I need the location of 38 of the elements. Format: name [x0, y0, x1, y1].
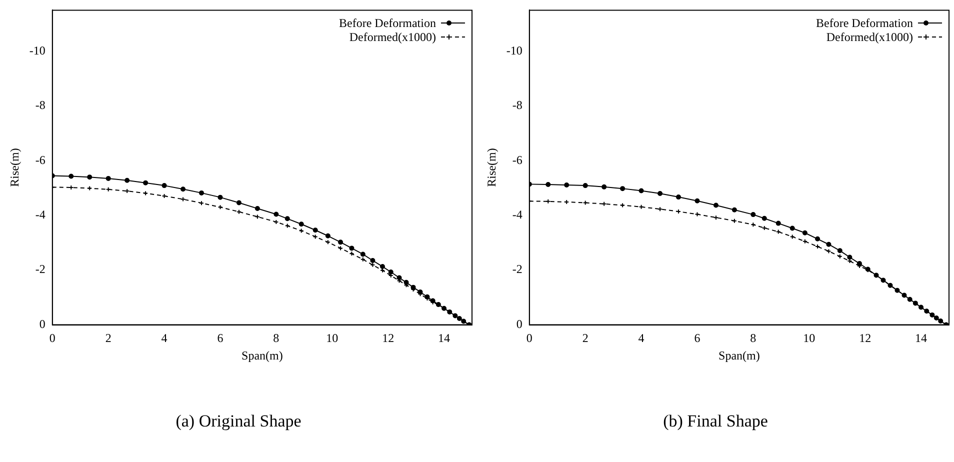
- y-tick-label: -6: [35, 152, 46, 167]
- x-axis-title: Span(m): [718, 348, 760, 363]
- x-tick-label: 12: [382, 331, 394, 346]
- y-tick-label: -4: [35, 208, 46, 222]
- x-axis-title: Span(m): [242, 348, 283, 363]
- x-tick-label: 6: [694, 331, 700, 346]
- x-tick-label: 12: [859, 331, 872, 346]
- y-tick-label: -2: [512, 262, 522, 276]
- y-tick-label: -4: [512, 208, 522, 222]
- text: (a) Original Shape: [176, 411, 302, 430]
- y-axis-title: Rise(m): [484, 148, 498, 187]
- y-tick-label: -6: [512, 152, 522, 167]
- x-tick-label: 0: [49, 331, 56, 346]
- y-tick-label: -8: [35, 98, 46, 112]
- legend-label: Deformed(x1000): [826, 30, 913, 44]
- y-tick-label: -2: [35, 262, 46, 276]
- legend-label: Before Deformation: [816, 16, 913, 30]
- x-tick-label: 6: [217, 331, 224, 346]
- x-tick-label: 10: [326, 331, 338, 346]
- legend-label: Before Deformation: [339, 16, 436, 30]
- legend-label: Deformed(x1000): [349, 30, 436, 44]
- x-tick-label: 14: [915, 331, 928, 346]
- x-tick-label: 4: [638, 331, 644, 346]
- x-tick-label: 4: [161, 331, 168, 346]
- x-tick-label: 14: [438, 331, 450, 346]
- x-tick-label: 10: [803, 331, 816, 346]
- x-tick-label: 8: [273, 331, 280, 346]
- y-tick-label: 0: [516, 316, 522, 331]
- y-axis-title: Rise(m): [7, 148, 22, 187]
- y-tick-label: 0: [39, 316, 46, 331]
- x-tick-label: 2: [582, 331, 588, 346]
- x-tick-label: 0: [526, 331, 532, 346]
- y-tick-label: -8: [512, 98, 522, 112]
- y-tick-label: -10: [29, 43, 46, 58]
- text: (b) Final Shape: [663, 411, 768, 430]
- y-tick-label: -10: [506, 43, 522, 58]
- x-tick-label: 8: [750, 331, 756, 346]
- x-tick-label: 2: [105, 331, 112, 346]
